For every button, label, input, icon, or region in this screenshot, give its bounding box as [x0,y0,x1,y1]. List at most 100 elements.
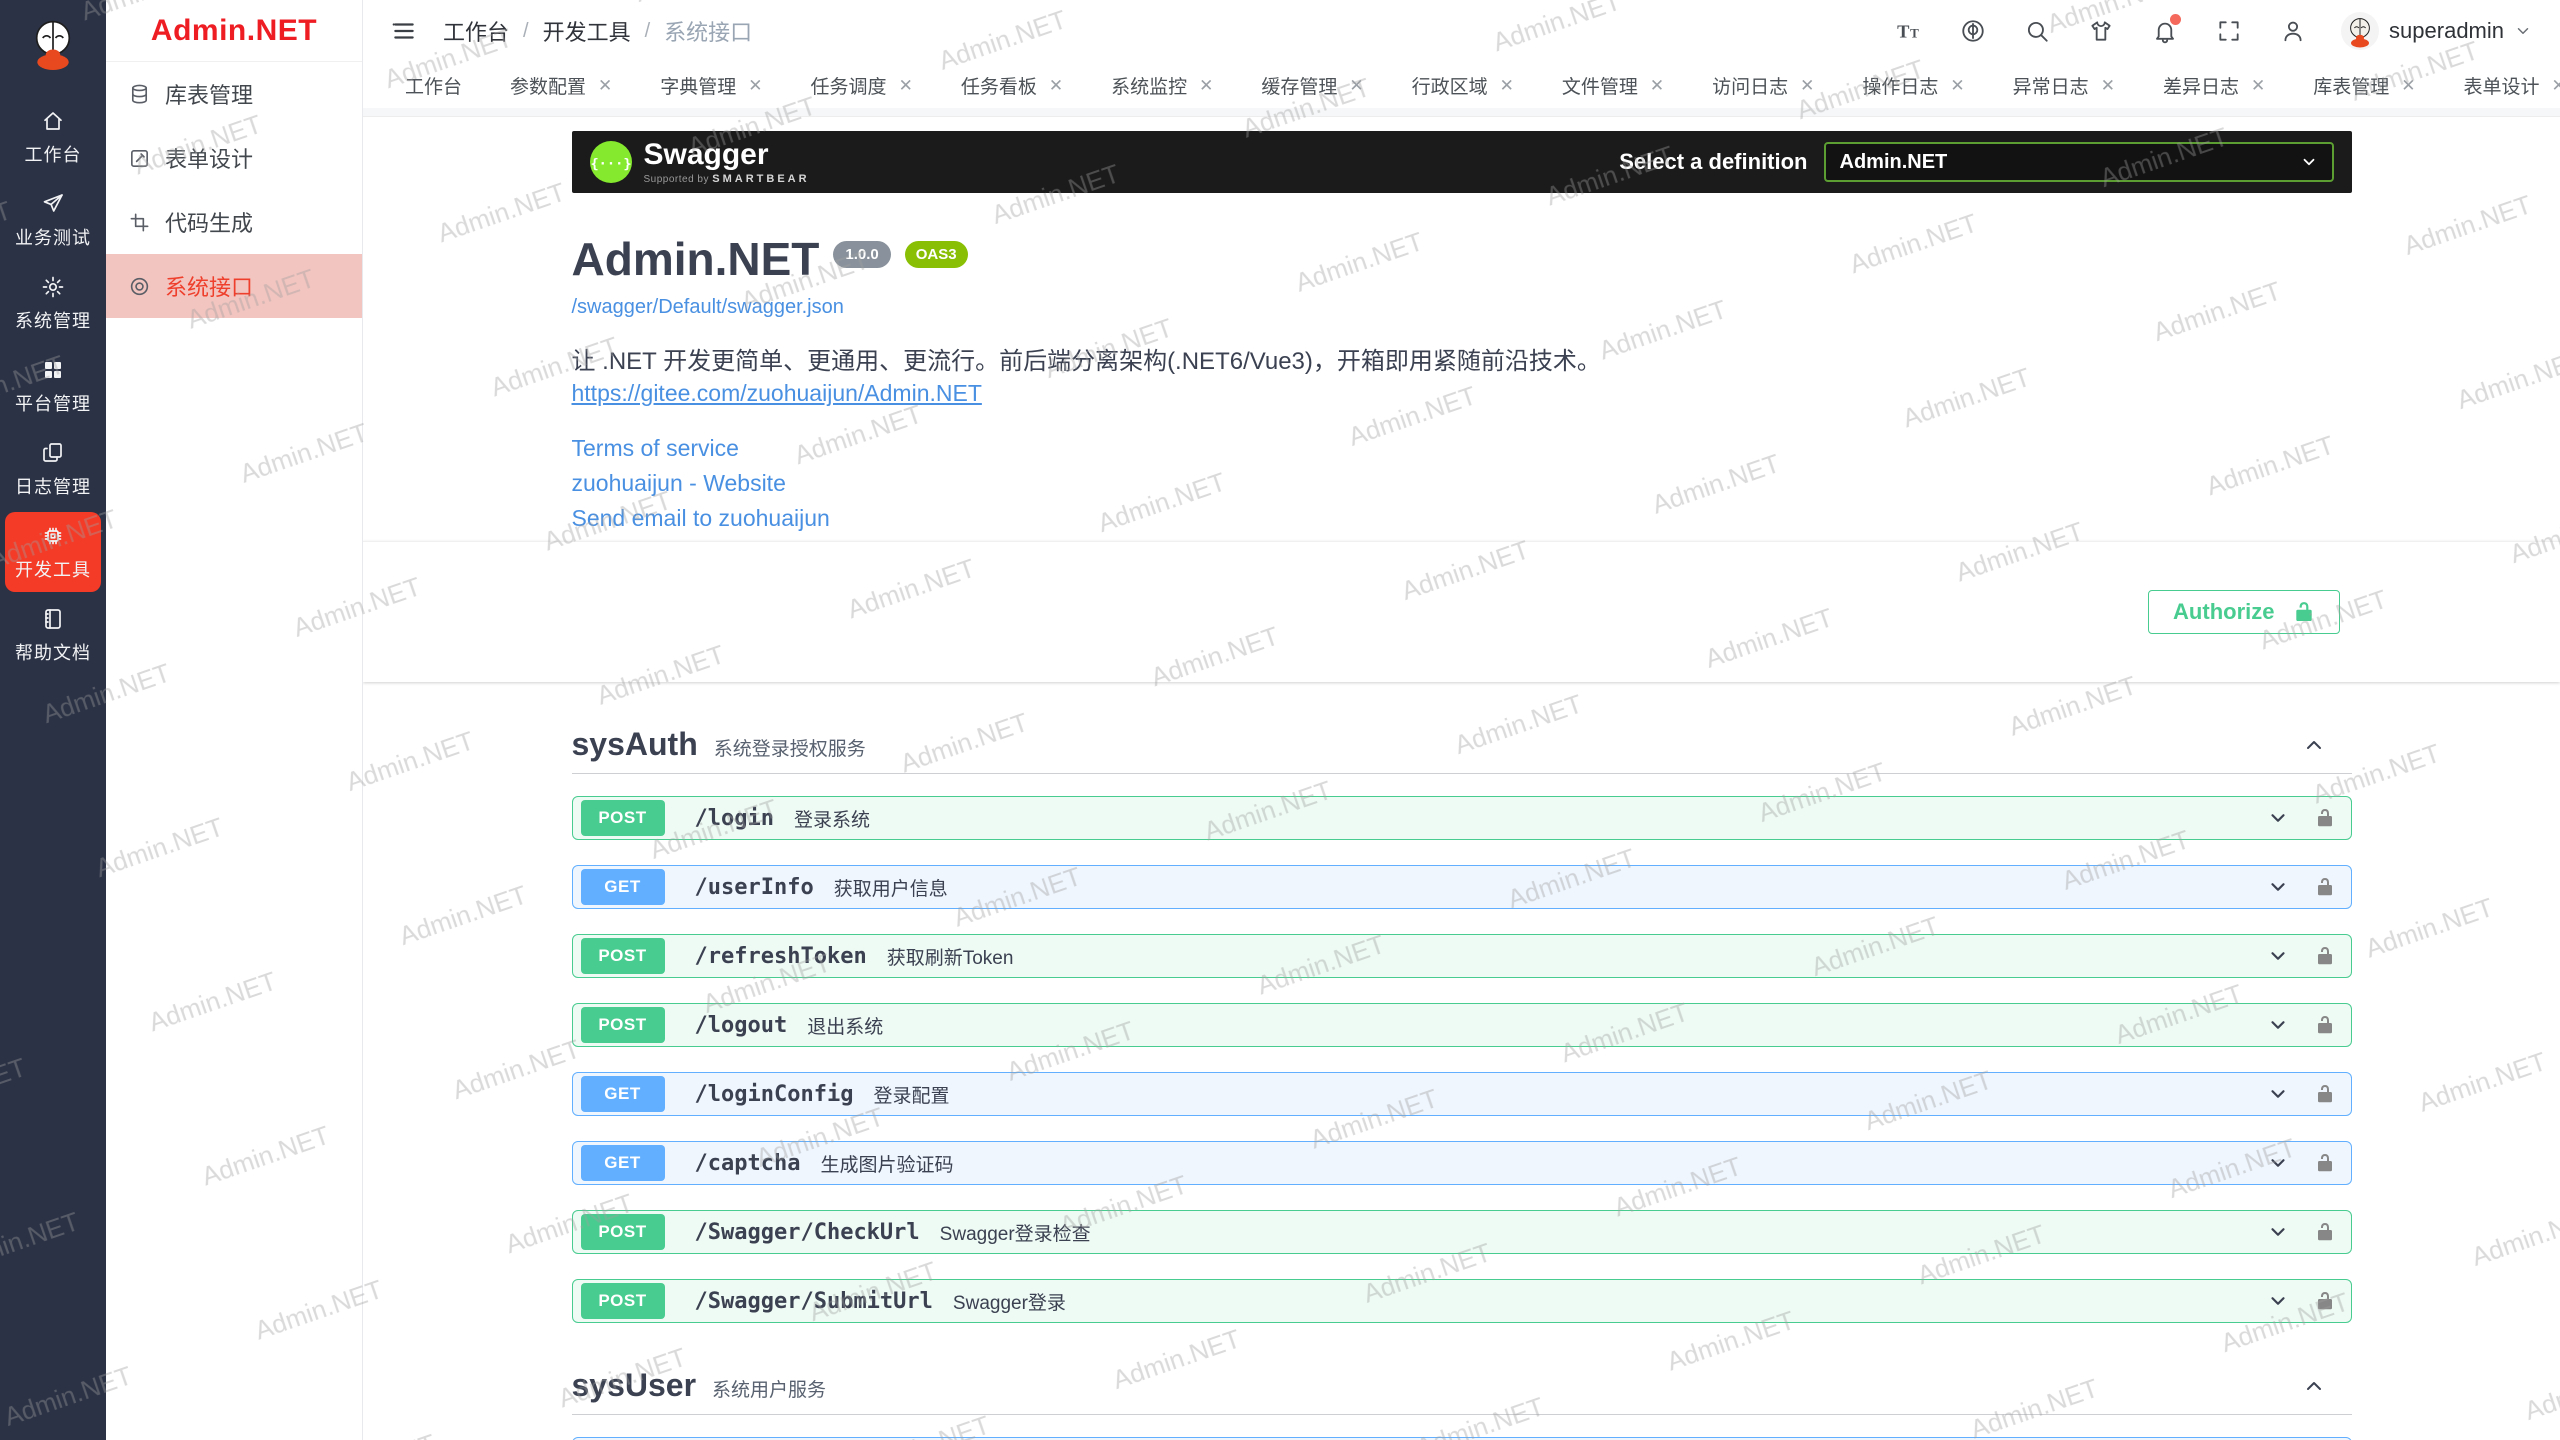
contact-link[interactable]: zuohuaijun - Website [571,469,786,496]
close-icon[interactable]: ✕ [598,75,613,95]
notification-icon[interactable] [2151,14,2182,45]
tab-任务调度[interactable]: 任务调度 ✕ [810,75,913,98]
lock-icon[interactable] [2315,1084,2335,1104]
rail-item-帮助文档[interactable]: 帮助文档 [5,595,101,675]
close-icon[interactable]: ✕ [1048,75,1064,95]
breadcrumb-item[interactable]: 开发工具 [542,20,631,45]
close-icon[interactable]: ✕ [2100,75,2115,95]
rail-item-工作台[interactable]: 工作台 [5,97,101,177]
tab-差异日志[interactable]: 差异日志 ✕ [2162,75,2266,98]
section-description: 系统用户服务 [712,1380,827,1402]
sidebar-item-表单设计[interactable]: 表单设计 [106,126,362,190]
terms-link[interactable]: Terms of service [571,434,739,461]
endpoint-path[interactable]: /login [694,805,774,831]
endpoint-row[interactable]: POST /refreshToken 获取刷新Token [571,934,2352,979]
search-icon[interactable] [2023,17,2051,45]
chevron-down-icon[interactable] [2267,1014,2289,1036]
tab-字典管理[interactable]: 字典管理 ✕ [660,75,763,98]
email-link[interactable]: Send email to zuohuaijun [571,504,830,531]
chevron-down-icon[interactable] [2267,1221,2289,1243]
endpoint-row[interactable]: POST /logout 退出系统 [571,1003,2352,1048]
tab-表单设计[interactable]: 表单设计 ✕ [2439,62,2560,108]
endpoint-row[interactable]: POST /Swagger/SubmitUrl Swagger登录 [571,1279,2352,1324]
endpoint-path[interactable]: /userInfo [694,874,814,900]
endpoint-path[interactable]: /logout [694,1012,788,1038]
endpoint-row[interactable]: POST /Swagger/CheckUrl Swagger登录检查 [571,1210,2352,1255]
repo-link[interactable]: https://gitee.com/zuohuaijun/Admin.NET [571,379,982,406]
close-icon[interactable]: ✕ [1950,75,1965,95]
close-icon[interactable]: ✕ [1349,75,1364,95]
endpoint-summary: 获取用户信息 [833,878,948,900]
authorize-button[interactable]: Authorize [2148,590,2340,635]
close-icon[interactable]: ✕ [898,75,913,95]
fullscreen-icon[interactable] [2215,17,2243,45]
tab-任务看板[interactable]: 任务看板 ✕ [960,75,1064,98]
close-icon[interactable]: ✕ [1499,75,1514,95]
rail-item-系统管理[interactable]: 系统管理 [5,263,101,343]
section-header[interactable]: sysAuth 系统登录授权服务 [571,726,2352,775]
chevron-down-icon[interactable] [2267,1083,2289,1105]
sidebar-item-库表管理[interactable]: 库表管理 [106,62,362,126]
close-icon[interactable]: ✕ [2551,75,2560,95]
chevron-down-icon[interactable] [2267,807,2289,829]
endpoint-row[interactable]: GET /userInfo 获取用户信息 [571,865,2352,910]
lock-icon[interactable] [2315,946,2335,966]
menu-collapse-icon[interactable] [391,18,417,44]
endpoint-path[interactable]: /Swagger/CheckUrl [694,1219,920,1245]
chevron-down-icon[interactable] [2267,1152,2289,1174]
user-menu[interactable]: superadmin [2341,12,2532,50]
chevron-down-icon[interactable] [2267,945,2289,967]
breadcrumb-item[interactable]: 系统接口 [664,20,753,45]
rail-item-平台管理[interactable]: 平台管理 [5,346,101,426]
sidebar-item-系统接口[interactable]: 系统接口 [106,254,362,318]
endpoint-path[interactable]: /refreshToken [694,943,867,969]
definition-select[interactable]: Admin.NET [1823,142,2334,182]
rail-item-日志管理[interactable]: 日志管理 [5,429,101,509]
endpoint-path[interactable]: /Swagger/SubmitUrl [694,1288,933,1314]
tab-库表管理[interactable]: 库表管理 ✕ [2313,75,2416,98]
theme-icon[interactable] [2087,17,2115,45]
endpoint-row[interactable]: POST /login 登录系统 [571,796,2352,841]
tab-异常日志[interactable]: 异常日志 ✕ [2012,75,2115,98]
lock-icon[interactable] [2315,1015,2335,1035]
lock-icon[interactable] [2315,1153,2335,1173]
close-icon[interactable]: ✕ [2250,75,2266,95]
tab-操作日志[interactable]: 操作日志 ✕ [1862,75,1965,98]
rail-item-开发工具[interactable]: 开发工具 [5,512,101,592]
tab-工作台[interactable]: 工作台 [405,76,463,98]
rail-item-业务测试[interactable]: 业务测试 [5,180,101,260]
spec-json-link[interactable]: /swagger/Default/swagger.json [571,295,844,318]
tab-系统监控[interactable]: 系统监控 ✕ [1111,75,1214,98]
chevron-down-icon[interactable] [2267,1290,2289,1312]
close-icon[interactable]: ✕ [2401,75,2416,95]
chevron-up-icon[interactable] [2302,733,2326,757]
app-logo-text[interactable]: Admin.NET [106,0,362,62]
close-icon[interactable]: ✕ [1649,75,1665,95]
profile-icon[interactable] [2279,17,2307,45]
endpoint-row[interactable]: GET /loginConfig 登录配置 [571,1072,2352,1117]
chevron-down-icon[interactable] [2267,876,2289,898]
section-header[interactable]: sysUser 系统用户服务 [571,1367,2352,1416]
chevron-up-icon[interactable] [2302,1374,2326,1398]
app-mascot-logo[interactable] [17,8,89,80]
lock-icon[interactable] [2315,877,2335,897]
language-icon[interactable] [1959,17,1987,45]
tab-行政区域[interactable]: 行政区域 ✕ [1411,75,1514,98]
close-icon[interactable]: ✕ [1800,75,1815,95]
sidebar-item-代码生成[interactable]: 代码生成 [106,190,362,254]
lock-icon[interactable] [2315,1222,2335,1242]
tab-缓存管理[interactable]: 缓存管理 ✕ [1261,75,1364,98]
lock-icon[interactable] [2315,1291,2335,1311]
endpoint-row[interactable]: GET /captcha 生成图片验证码 [571,1141,2352,1186]
endpoint-path[interactable]: /loginConfig [694,1081,854,1107]
endpoint-path[interactable]: /captcha [694,1150,801,1176]
tab-文件管理[interactable]: 文件管理 ✕ [1561,75,1665,98]
close-icon[interactable]: ✕ [748,75,763,95]
breadcrumb-item[interactable]: 工作台 [443,20,510,45]
lock-icon[interactable] [2315,808,2335,828]
close-icon[interactable]: ✕ [1199,75,1214,95]
tab-访问日志[interactable]: 访问日志 ✕ [1712,75,1815,98]
tab-参数配置[interactable]: 参数配置 ✕ [510,75,613,98]
